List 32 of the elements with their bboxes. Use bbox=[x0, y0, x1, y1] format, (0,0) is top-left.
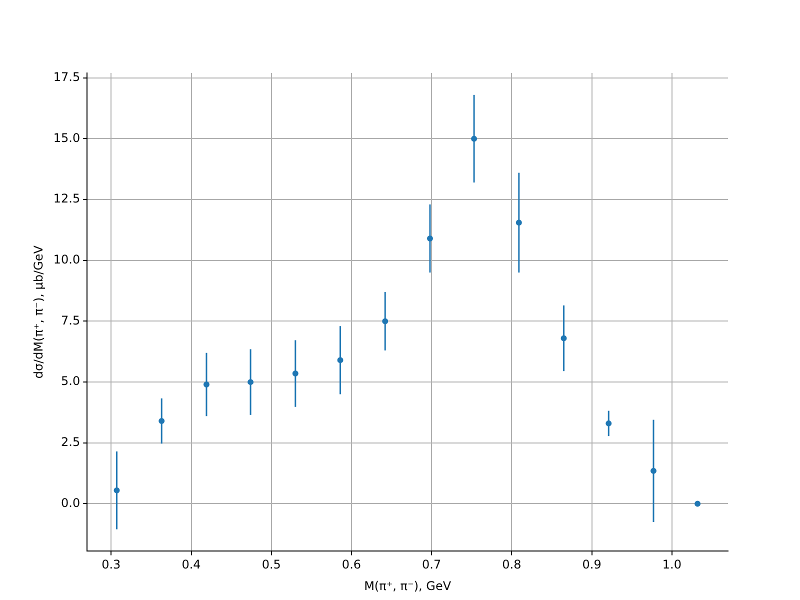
x-tick-label: 0.9 bbox=[582, 558, 602, 572]
point bbox=[426, 235, 433, 242]
y-tick-label: 0.0 bbox=[61, 496, 80, 510]
point bbox=[560, 335, 567, 342]
point bbox=[337, 357, 344, 364]
point bbox=[382, 318, 388, 324]
point bbox=[516, 220, 522, 226]
x-tick-label: 0.3 bbox=[102, 558, 121, 572]
point bbox=[471, 136, 478, 142]
point bbox=[158, 418, 165, 424]
x-tick-label: 0.4 bbox=[182, 558, 201, 572]
point bbox=[694, 500, 701, 507]
point bbox=[248, 379, 254, 386]
point bbox=[292, 370, 298, 377]
x-tick-label: 0.8 bbox=[502, 558, 522, 572]
y-tick-label: 2.5 bbox=[61, 435, 80, 450]
y-tick-label: 7.5 bbox=[61, 313, 80, 328]
point bbox=[114, 487, 120, 494]
y-axis-title: dσ/dM(π⁺, π⁻), μb/GeV bbox=[31, 244, 46, 379]
y-tick-label: 15.0 bbox=[53, 130, 80, 145]
point bbox=[203, 382, 210, 388]
y-tick-label: 5.0 bbox=[61, 374, 80, 388]
point bbox=[606, 420, 612, 426]
y-tick-label: 10.0 bbox=[53, 252, 80, 267]
y-tick-label: 12.5 bbox=[53, 192, 80, 206]
point bbox=[650, 468, 656, 474]
x-tick-label: 0.7 bbox=[422, 558, 442, 572]
y-tick-label: 17.5 bbox=[53, 70, 80, 84]
x-tick-label: 0.6 bbox=[342, 558, 362, 572]
x-tick-label: 1.0 bbox=[662, 558, 682, 572]
x-axis-title: M(π⁺, π⁻), GeV bbox=[364, 578, 452, 593]
x-tick-label: 0.5 bbox=[262, 558, 281, 572]
